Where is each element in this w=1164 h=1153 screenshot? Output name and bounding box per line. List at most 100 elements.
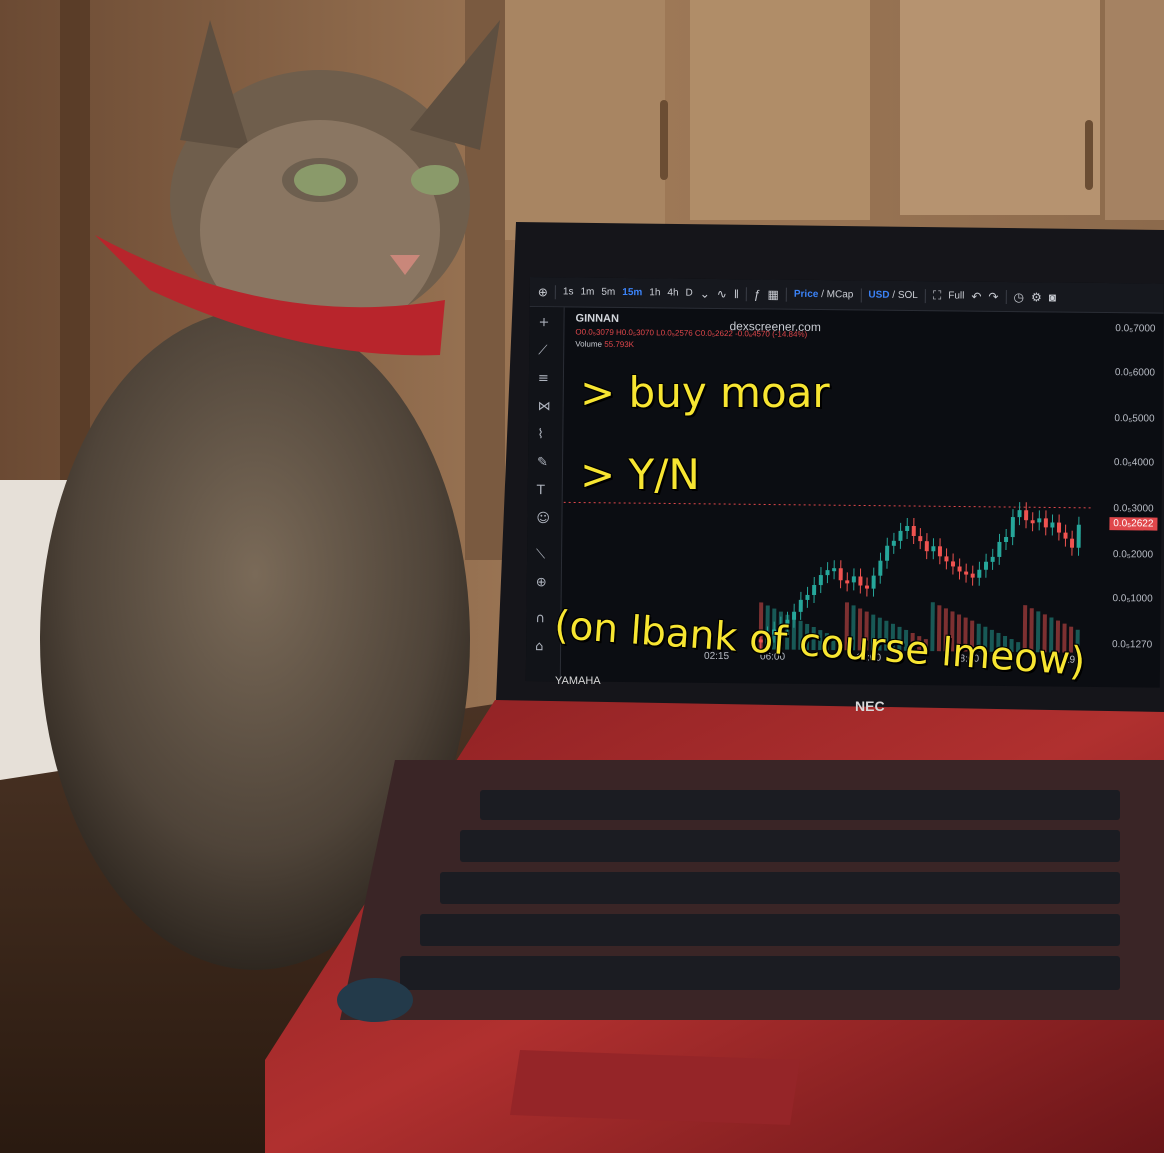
- candle-body: [937, 546, 943, 557]
- volume-bar: [864, 611, 869, 651]
- candle-body: [950, 561, 956, 567]
- volume-bar: [1049, 617, 1054, 653]
- candles-icon[interactable]: ǁ: [733, 286, 739, 301]
- ruler-icon[interactable]: ⟍: [536, 547, 546, 563]
- candle-body: [851, 576, 856, 583]
- volume-bar: [824, 633, 829, 651]
- toolbar-divider: [924, 288, 926, 303]
- price-tick-label: 0.0₅1000: [1112, 593, 1153, 605]
- volume-bar: [831, 636, 836, 651]
- fullscreen-button[interactable]: Full: [948, 290, 965, 302]
- interval-1h[interactable]: 1h: [649, 287, 661, 299]
- volume-bar: [930, 602, 935, 652]
- toolbar-divider: [860, 287, 862, 302]
- price-tick-label: 0.0₅4000: [1113, 457, 1155, 469]
- price-toggle[interactable]: Price: [793, 288, 819, 301]
- gear-icon[interactable]: ⚙: [1030, 289, 1042, 304]
- toolbar-divider: [785, 287, 787, 302]
- candle-body: [1010, 517, 1015, 538]
- sol-toggle[interactable]: SOL: [897, 289, 918, 302]
- toolbar-divider: [745, 286, 747, 301]
- camera-icon[interactable]: ◙: [1048, 289, 1057, 305]
- redo-icon[interactable]: ↷: [988, 289, 999, 304]
- mcap-toggle[interactable]: MCap: [826, 289, 854, 301]
- volume-bar: [851, 605, 856, 651]
- candle-body: [1050, 522, 1055, 528]
- speaker-brand: YAMAHA: [555, 675, 601, 687]
- candle-body: [1024, 510, 1029, 521]
- function-icon[interactable]: ƒ: [753, 286, 761, 301]
- volume-bar: [989, 629, 994, 652]
- candle-body: [957, 566, 962, 572]
- alert-clock-icon[interactable]: ◷: [1013, 289, 1025, 304]
- current-price-line: [563, 501, 1094, 509]
- candle-body: [858, 576, 863, 586]
- candle-body: [1069, 538, 1075, 548]
- candle-body: [812, 584, 817, 596]
- candle-body: [1030, 520, 1035, 524]
- candle-body: [864, 585, 869, 589]
- volume-bar: [950, 611, 955, 652]
- volume-bar: [758, 602, 764, 650]
- candle-body: [898, 530, 903, 541]
- volume-bar: [765, 605, 770, 650]
- volume-bar: [798, 620, 803, 650]
- candle-body: [885, 545, 890, 561]
- candle-body: [832, 568, 837, 572]
- candle-body: [825, 570, 830, 576]
- undo-icon[interactable]: ↶: [971, 289, 982, 304]
- candle-body: [1076, 524, 1081, 548]
- volume-bar: [943, 608, 948, 652]
- candle-body: [1037, 518, 1042, 523]
- pitchfork-icon[interactable]: ⋈: [537, 399, 551, 415]
- volume-bar: [1055, 620, 1061, 653]
- volume-bar: [1068, 626, 1074, 653]
- zoom-in-icon[interactable]: ⊕: [535, 575, 547, 591]
- horizontal-lines-icon[interactable]: ≡: [537, 371, 549, 387]
- volume-bar: [936, 605, 942, 652]
- text-tool-icon[interactable]: T: [536, 483, 545, 499]
- candle-body: [805, 594, 810, 600]
- brush-icon[interactable]: ✎: [536, 455, 549, 471]
- price-mcap-toggle[interactable]: Price / MCap: [793, 288, 854, 301]
- volume-bar: [1022, 605, 1028, 653]
- laptop-brand: NEC: [855, 698, 885, 714]
- current-price-badge: 0.0₅2622: [1109, 517, 1158, 531]
- volume-bar: [870, 614, 876, 651]
- volume-bar: [1062, 623, 1067, 653]
- chart-screen: ⊕ 1s 1m 5m 15m 1h 4h D ⌄ ∿ ǁ ƒ ▦ Price /…: [525, 277, 1164, 688]
- crosshair-icon[interactable]: +: [538, 315, 550, 331]
- volume-bar: [778, 611, 783, 650]
- add-icon[interactable]: ⊕: [537, 284, 548, 299]
- interval-5m[interactable]: 5m: [601, 286, 616, 298]
- currency-toggle[interactable]: USD / SOL: [868, 289, 918, 302]
- interval-15m[interactable]: 15m: [622, 286, 643, 299]
- volume-bar: [884, 620, 889, 651]
- interval-1s[interactable]: 1s: [562, 286, 574, 298]
- volume-bar: [771, 608, 777, 650]
- layout-grid-icon[interactable]: ▦: [767, 286, 779, 302]
- volume-bar: [877, 617, 882, 651]
- candle-body: [878, 560, 883, 576]
- interval-1m[interactable]: 1m: [580, 286, 595, 298]
- trend-line-icon[interactable]: ⟋: [538, 343, 548, 359]
- candlestick-plot: [563, 501, 1094, 653]
- pattern-icon[interactable]: ⌇: [537, 427, 544, 443]
- candle-body: [798, 599, 803, 612]
- fullscreen-icon[interactable]: ⛶: [932, 288, 942, 303]
- volume-bar: [1016, 642, 1021, 653]
- chevron-down-icon[interactable]: ⌄: [699, 286, 710, 301]
- interval-d[interactable]: D: [685, 287, 693, 299]
- emoji-icon[interactable]: ☺: [536, 511, 551, 527]
- line-chart-icon[interactable]: ∿: [716, 286, 727, 301]
- price-tick-label: 0.0₅2000: [1112, 549, 1154, 561]
- volume-bar: [983, 626, 988, 652]
- price-tick-label: 0.0₅3000: [1113, 503, 1154, 515]
- volume-bar: [890, 623, 895, 651]
- magnet-icon[interactable]: ∩: [535, 611, 546, 627]
- candle-body: [964, 571, 969, 575]
- interval-4h[interactable]: 4h: [667, 287, 679, 299]
- volume-bar: [976, 623, 981, 652]
- candle-body: [905, 525, 910, 531]
- usd-toggle[interactable]: USD: [868, 289, 890, 301]
